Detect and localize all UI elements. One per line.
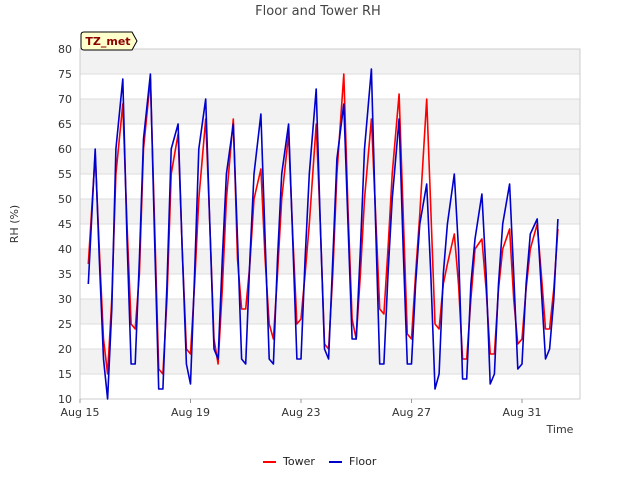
y-tick-label: 65 [58, 118, 72, 131]
y-tick-label: 10 [58, 393, 72, 406]
y-tick-label: 20 [58, 343, 72, 356]
y-tick-label: 50 [58, 193, 72, 206]
legend: Tower Floor [263, 455, 377, 468]
x-axis-label: Time [546, 423, 574, 436]
site-tag-text: TZ_met [85, 35, 130, 48]
y-tick-label: 60 [58, 143, 72, 156]
x-tick-label: Aug 31 [502, 406, 541, 419]
legend-label-tower: Tower [282, 455, 315, 468]
plot-frame [79, 48, 581, 400]
series-lines [87, 68, 559, 400]
site-tag-box [80, 31, 138, 51]
site-tag-badge: TZ_met [80, 31, 138, 51]
y-tick-label: 80 [58, 43, 72, 56]
grid-band [80, 99, 580, 124]
x-tick-label: Aug 19 [171, 406, 210, 419]
y-tick-label: 35 [58, 268, 72, 281]
y-tick-label: 30 [58, 293, 72, 306]
grid-band [80, 49, 580, 74]
series-line-floor [87, 68, 559, 400]
grid-band [80, 249, 580, 274]
legend-label-floor: Floor [349, 455, 377, 468]
y-tick-label: 55 [58, 168, 72, 181]
x-tick-label: Aug 15 [61, 406, 100, 419]
y-axis-label: RH (%) [8, 205, 21, 243]
grid-band [80, 199, 580, 224]
y-tick-label: 40 [58, 243, 72, 256]
y-axis-ticks: 10 15 20 25 30 35 40 45 50 55 60 65 70 75 80 [58, 43, 72, 406]
y-tick-label: 75 [58, 68, 72, 81]
chart-title: Floor and Tower RH [255, 4, 381, 19]
y-tick-label: 45 [58, 218, 72, 231]
y-tick-label: 25 [58, 318, 72, 331]
grid-band [80, 149, 580, 174]
y-tick-label: 15 [58, 368, 72, 381]
x-axis-ticks: Aug 15 Aug 19 Aug 23 Aug 27 Aug 31 [61, 399, 541, 419]
x-tick-label: Aug 27 [392, 406, 431, 419]
background-bands [80, 49, 580, 374]
y-tick-label: 70 [58, 93, 72, 106]
x-tick-label: Aug 23 [282, 406, 321, 419]
grid-band [80, 349, 580, 374]
